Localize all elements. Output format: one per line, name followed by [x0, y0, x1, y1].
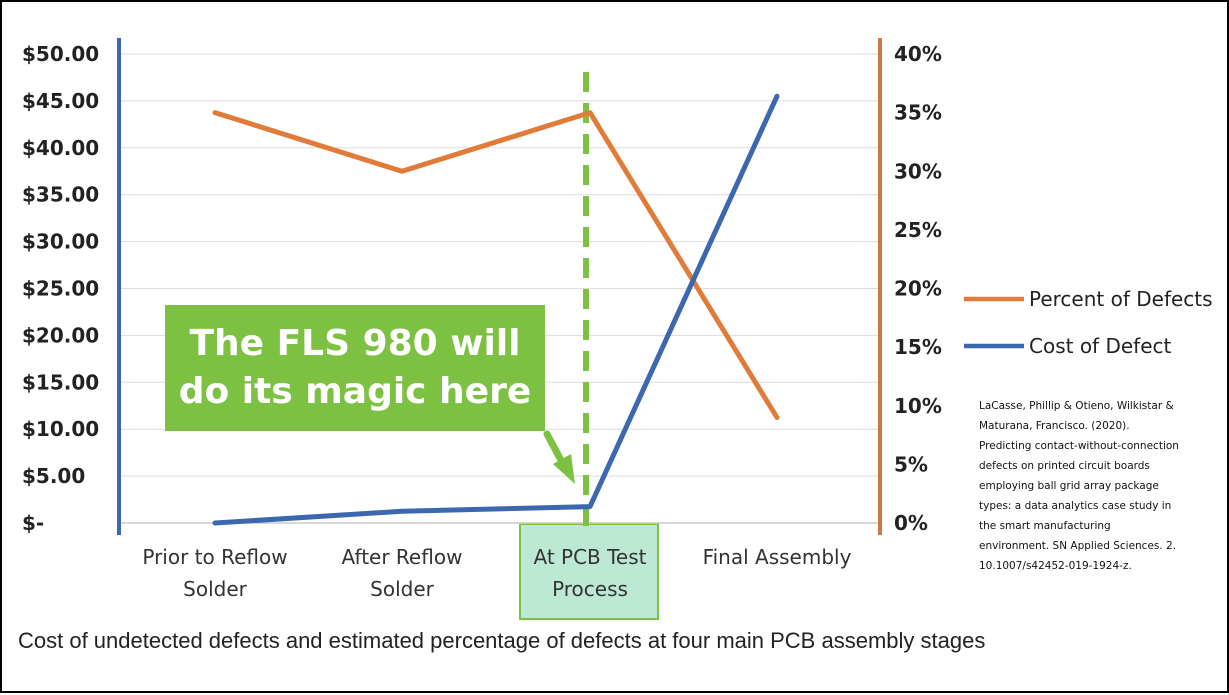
citation-text: LaCasse, Phillip & Otieno, Wilkistar & M…	[979, 400, 1179, 572]
x-category-label: After Reflow Solder	[342, 545, 463, 601]
y-right-tick-label: 30%	[894, 159, 942, 183]
x-category-label: Prior to Reflow Solder	[142, 545, 287, 601]
legend-label: Percent of Defects	[1029, 287, 1213, 311]
y-left-tick-label: $50.00	[22, 42, 99, 66]
y-right-tick-label: 15%	[894, 335, 942, 359]
y-left-tick-label: $20.00	[22, 323, 99, 347]
series-line	[212, 110, 780, 420]
y-left-tick-label: $30.00	[22, 230, 99, 254]
y-left-tick-label: $10.00	[22, 417, 99, 441]
y-right-tick-label: 20%	[894, 277, 942, 301]
y-left-tick-label: $35.00	[22, 183, 99, 207]
annotation-text: The FLS 980 will do its magic here	[178, 323, 532, 412]
y-right-tick-label: 5%	[894, 452, 928, 476]
y-right-tick-label: 35%	[894, 101, 942, 125]
y-right-tick-label: 0%	[894, 511, 928, 535]
y-left-tick-label: $40.00	[22, 136, 99, 160]
y-right-tick-label: 40%	[894, 42, 942, 66]
y-left-tick-label: $15.00	[22, 370, 99, 394]
x-category-label: At PCB Test Process	[533, 545, 646, 601]
figure-caption: Cost of undetected defects and estimated…	[18, 628, 986, 653]
x-category-label: Final Assembly	[703, 545, 852, 569]
y-right-tick-label: 25%	[894, 218, 942, 242]
y-left-tick-label: $-	[22, 511, 44, 535]
annotation-callout: The FLS 980 will do its magic here	[165, 305, 545, 431]
highlight-box	[519, 523, 659, 620]
annotation-arrow-head	[553, 454, 575, 484]
y-left-tick-label: $45.00	[22, 89, 99, 113]
y-left-tick-label: $25.00	[22, 277, 99, 301]
y-left-tick-label: $5.00	[22, 464, 85, 488]
y-right-tick-label: 10%	[894, 394, 942, 418]
annotation-arrow-shaft	[543, 430, 567, 468]
series-line	[212, 93, 780, 526]
legend-label: Cost of Defect	[1029, 334, 1172, 358]
